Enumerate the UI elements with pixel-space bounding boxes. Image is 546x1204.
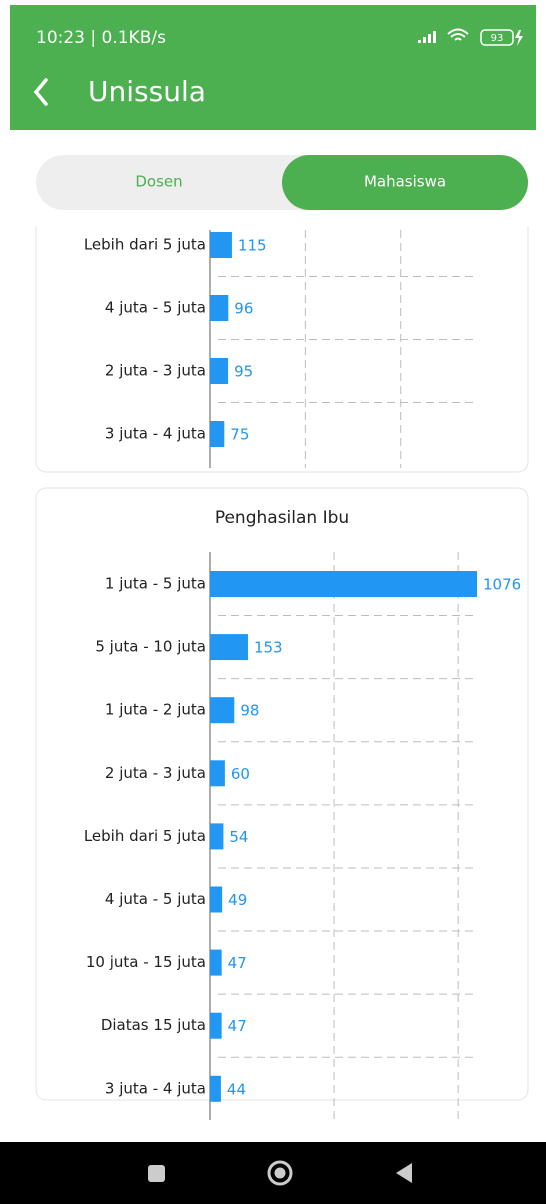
value-label: 54: [229, 828, 248, 846]
value-label: 47: [228, 1017, 247, 1035]
bar: [210, 571, 477, 597]
bar: [210, 358, 229, 384]
back-nav-button[interactable]: [396, 1163, 412, 1183]
bar: [210, 634, 248, 661]
bar: [210, 760, 225, 787]
nav-bar: [0, 1142, 546, 1204]
bar: [210, 1012, 222, 1039]
value-label: 96: [234, 300, 253, 318]
status-time: 10:23 | 0.1KB/s: [36, 28, 166, 48]
category-label: 3 juta - 4 juta: [105, 425, 206, 443]
home-button-dot: [274, 1167, 286, 1179]
value-label: 75: [230, 426, 249, 444]
category-label: Diatas 15 juta: [101, 1016, 206, 1034]
value-label: 44: [227, 1080, 246, 1098]
category-label: 5 juta - 10 juta: [95, 638, 206, 656]
category-label: 2 juta - 3 juta: [105, 362, 206, 380]
card: [35, 487, 529, 1101]
tab[interactable]: Mahasiswa: [364, 173, 446, 191]
bar: [210, 697, 235, 724]
value-label: 98: [240, 702, 259, 720]
category-label: 1 juta - 2 juta: [105, 701, 206, 719]
wifi-icon: [447, 28, 469, 41]
battery-icon: [480, 29, 514, 46]
charts: Lebih dari 5 juta 115 4 juta - 5 juta 96 2 j…: [84, 230, 521, 1120]
tab-selected[interactable]: [282, 155, 528, 210]
bar: [210, 823, 224, 850]
signal-icon: [418, 31, 436, 43]
app-bar: [10, 5, 536, 130]
chart-title: Penghasilan Ibu: [215, 508, 349, 528]
category-label: 1 juta - 5 juta: [105, 575, 206, 593]
category-label: Lebih dari 5 juta: [84, 827, 206, 845]
value-label: 60: [231, 765, 250, 783]
bar: [210, 949, 222, 976]
bar: [210, 1075, 221, 1102]
category-label: Lebih dari 5 juta: [84, 236, 206, 254]
bar: [210, 232, 232, 258]
value-label: 47: [228, 954, 247, 972]
category-label: 4 juta - 5 juta: [105, 299, 206, 317]
category-label: 4 juta - 5 juta: [105, 890, 206, 908]
value-label: 115: [238, 237, 267, 255]
bar: [210, 295, 229, 321]
content: [35, 179, 529, 1101]
home-button[interactable]: [267, 1160, 293, 1186]
value-label: 1076: [483, 576, 521, 594]
category-label: 3 juta - 4 juta: [105, 1079, 206, 1097]
category-label: 10 juta - 15 juta: [86, 953, 206, 971]
category-label: 2 juta - 3 juta: [105, 764, 206, 782]
value-label: 153: [254, 639, 283, 657]
value-label: 95: [234, 363, 253, 381]
charging-icon: [515, 30, 523, 46]
app-title: Unissula: [88, 75, 206, 108]
tab[interactable]: Dosen: [135, 173, 182, 191]
back-button[interactable]: [33, 78, 48, 106]
recents-button[interactable]: [148, 1165, 165, 1182]
bar: [210, 421, 225, 447]
value-label: 49: [228, 891, 247, 909]
battery-level: 93: [491, 33, 504, 44]
bar: [210, 886, 223, 913]
